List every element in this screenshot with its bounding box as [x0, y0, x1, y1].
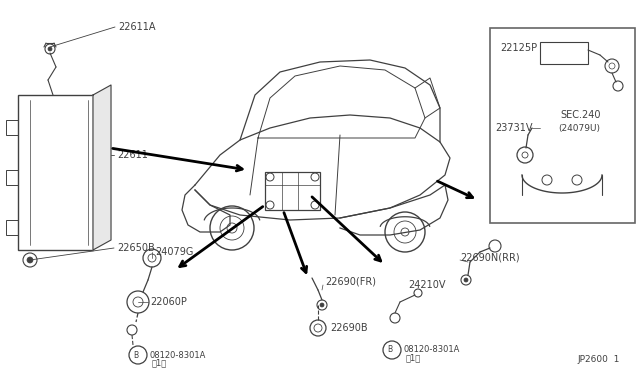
Circle shape	[320, 303, 324, 307]
Text: 08120-8301A: 08120-8301A	[404, 346, 460, 355]
Bar	[6, 120, 18, 135]
Text: 22611: 22611	[117, 150, 148, 160]
Text: B: B	[387, 346, 392, 355]
Bar	[6, 170, 18, 185]
Text: 22060P: 22060P	[150, 297, 187, 307]
Text: (24079U): (24079U)	[558, 124, 600, 132]
Circle shape	[464, 278, 468, 282]
Bar	[265, 172, 320, 210]
Circle shape	[48, 47, 52, 51]
Text: B: B	[133, 350, 139, 359]
Text: 22690(FR): 22690(FR)	[325, 277, 376, 287]
Text: 、1。: 、1。	[152, 359, 167, 368]
Bar	[540, 42, 588, 64]
Text: 22125P: 22125P	[500, 43, 537, 53]
Circle shape	[27, 257, 33, 263]
Bar	[18, 95, 93, 250]
Text: 24079G: 24079G	[155, 247, 193, 257]
Text: 、1。: 、1。	[406, 353, 421, 362]
Text: 08120-8301A: 08120-8301A	[150, 350, 206, 359]
Polygon shape	[93, 85, 111, 250]
Bar	[490, 28, 635, 223]
Text: 22690N(RR): 22690N(RR)	[460, 253, 520, 263]
Bar	[6, 220, 18, 235]
Text: 24210V: 24210V	[408, 280, 445, 290]
Text: 22690B: 22690B	[330, 323, 367, 333]
Text: 23731V: 23731V	[495, 123, 532, 133]
Text: SEC.240: SEC.240	[560, 110, 600, 120]
Text: 22650B: 22650B	[117, 243, 155, 253]
Text: 22611A: 22611A	[118, 22, 156, 32]
Text: JP2600  1: JP2600 1	[578, 356, 620, 365]
